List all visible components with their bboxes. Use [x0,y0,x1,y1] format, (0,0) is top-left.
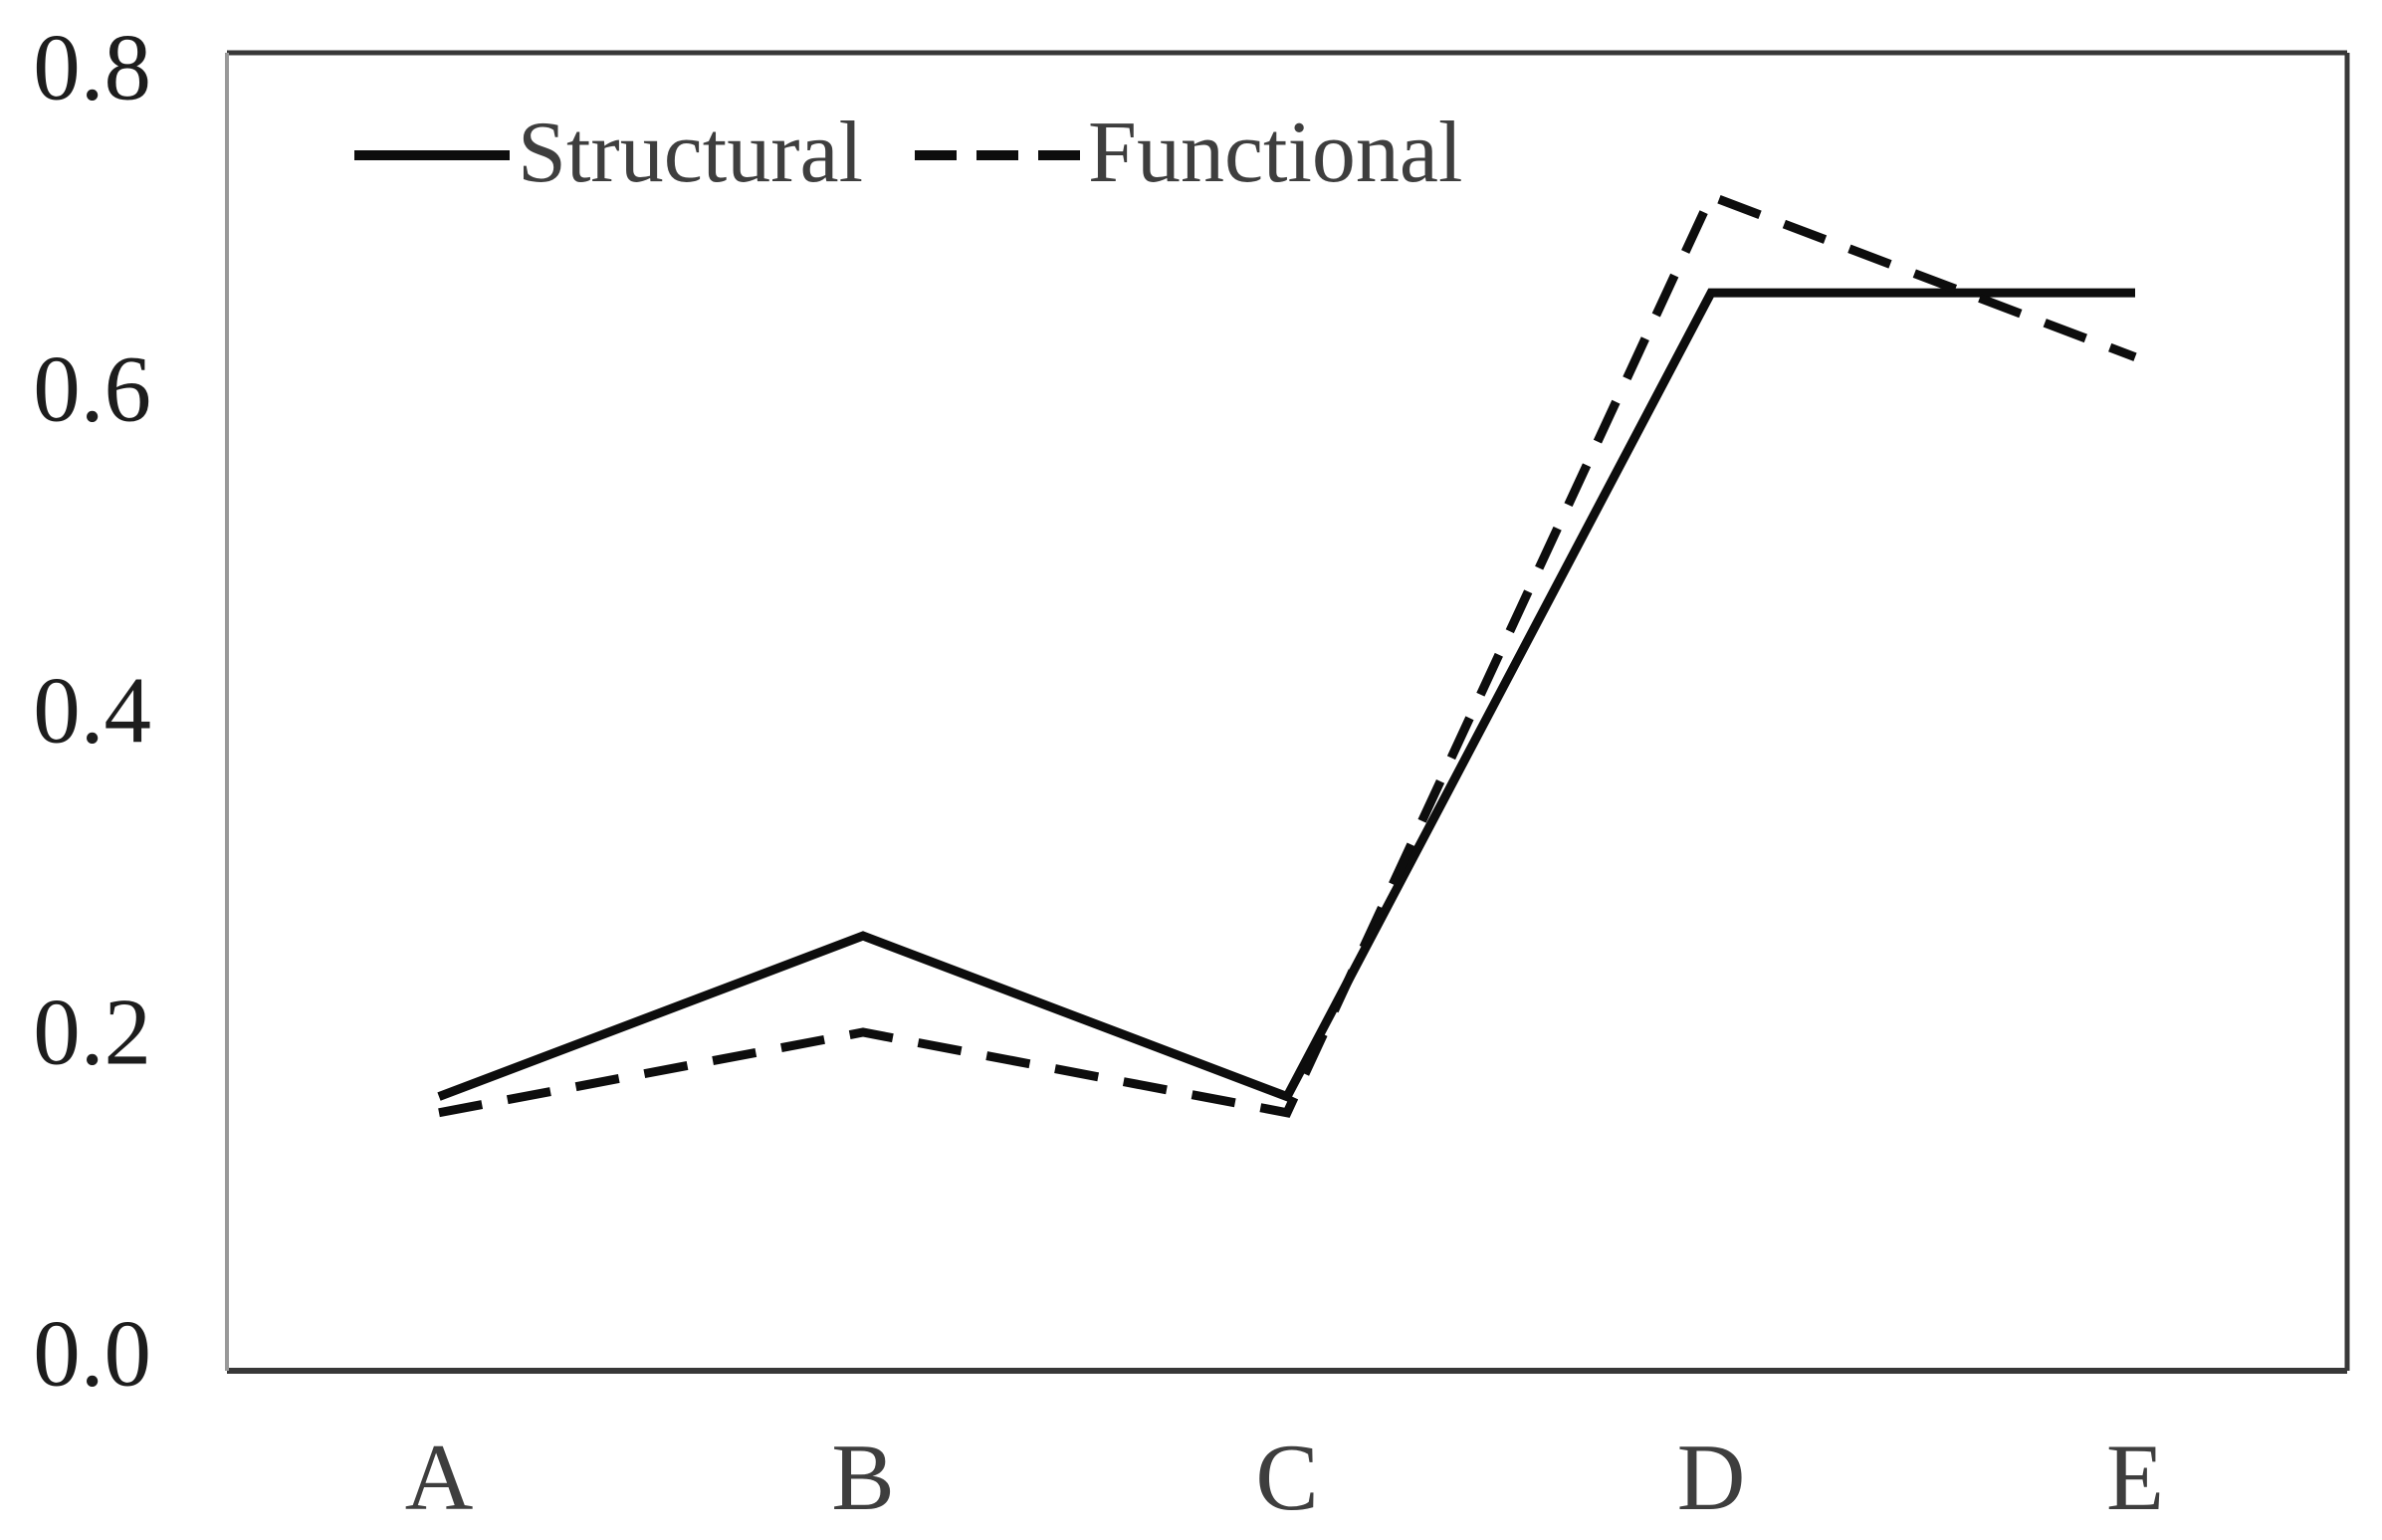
legend-label-structural: Structural [518,105,864,201]
series-line-structural [437,288,2135,1103]
y-tick-label-0_8: 0.8 [33,14,151,120]
legend: Structural Functional [354,104,1462,203]
y-tick-label-0_2: 0.2 [33,979,151,1085]
legend-dashed-line-sample [915,150,1081,160]
legend-label-functional: Functional [1088,105,1463,201]
legend-item-structural: Structural [354,104,863,203]
x-category-label-b: B [831,1425,895,1530]
x-category-label-a: A [404,1425,474,1530]
x-category-label-e: E [2105,1425,2165,1530]
legend-item-functional: Functional [915,104,1462,203]
x-category-label-c: C [1255,1425,1319,1530]
legend-solid-line-sample [354,150,510,160]
y-tick-label-0_6: 0.6 [33,335,151,442]
x-category-label-d: D [1676,1425,1746,1530]
y-tick-label-0_4: 0.4 [33,657,151,764]
series-line-functional [438,190,2137,1118]
y-tick-label-0_0: 0.0 [33,1300,151,1407]
